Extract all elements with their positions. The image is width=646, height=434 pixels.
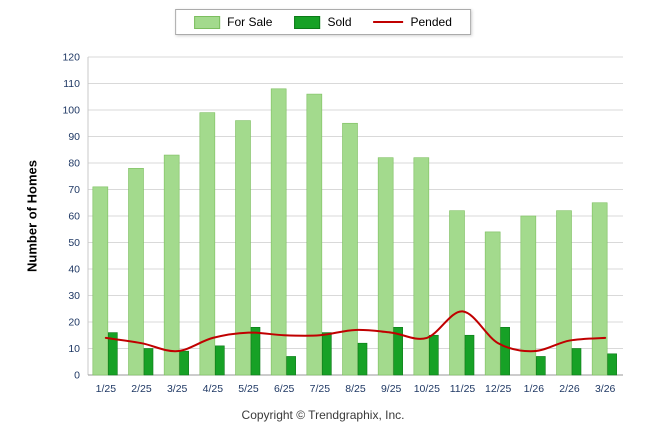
svg-text:12/25: 12/25 [485,383,511,395]
svg-text:1/25: 1/25 [96,383,117,395]
svg-text:120: 120 [62,52,80,64]
svg-text:60: 60 [68,211,80,223]
svg-text:10/25: 10/25 [414,383,440,395]
for-sale-swatch [194,15,221,29]
svg-text:9/25: 9/25 [381,383,402,395]
svg-text:100: 100 [62,105,80,117]
svg-text:10: 10 [68,343,80,355]
svg-text:2/26: 2/26 [559,383,580,395]
svg-text:80: 80 [68,158,80,170]
svg-text:90: 90 [68,131,80,143]
svg-text:6/25: 6/25 [274,383,295,395]
svg-text:8/25: 8/25 [345,383,366,395]
svg-text:11/25: 11/25 [450,383,476,395]
svg-text:20: 20 [68,317,80,329]
legend-label-pended: Pended [410,15,452,29]
svg-text:50: 50 [68,237,80,249]
pended-line-swatch [373,21,404,23]
svg-text:5/25: 5/25 [238,383,259,395]
svg-text:3/25: 3/25 [167,383,188,395]
svg-text:3/26: 3/26 [595,383,616,395]
copyright-text: Copyright © Trendgraphix, Inc. [241,408,405,422]
svg-text:30: 30 [68,290,80,302]
svg-text:70: 70 [68,184,80,196]
svg-text:2/25: 2/25 [131,383,152,395]
svg-text:110: 110 [63,78,80,90]
legend: For Sale Sold Pended [175,9,471,35]
legend-label-for-sale: For Sale [227,15,273,29]
svg-text:7/25: 7/25 [310,383,331,395]
legend-label-sold: Sold [327,15,352,29]
svg-text:4/25: 4/25 [203,383,224,395]
sold-swatch [294,15,321,29]
svg-text:0: 0 [74,370,80,382]
svg-text:1/26: 1/26 [524,383,545,395]
legend-item-for-sale: For Sale [194,15,272,29]
svg-text:40: 40 [68,264,80,276]
legend-item-pended: Pended [373,15,452,29]
legend-item-sold: Sold [294,15,352,29]
